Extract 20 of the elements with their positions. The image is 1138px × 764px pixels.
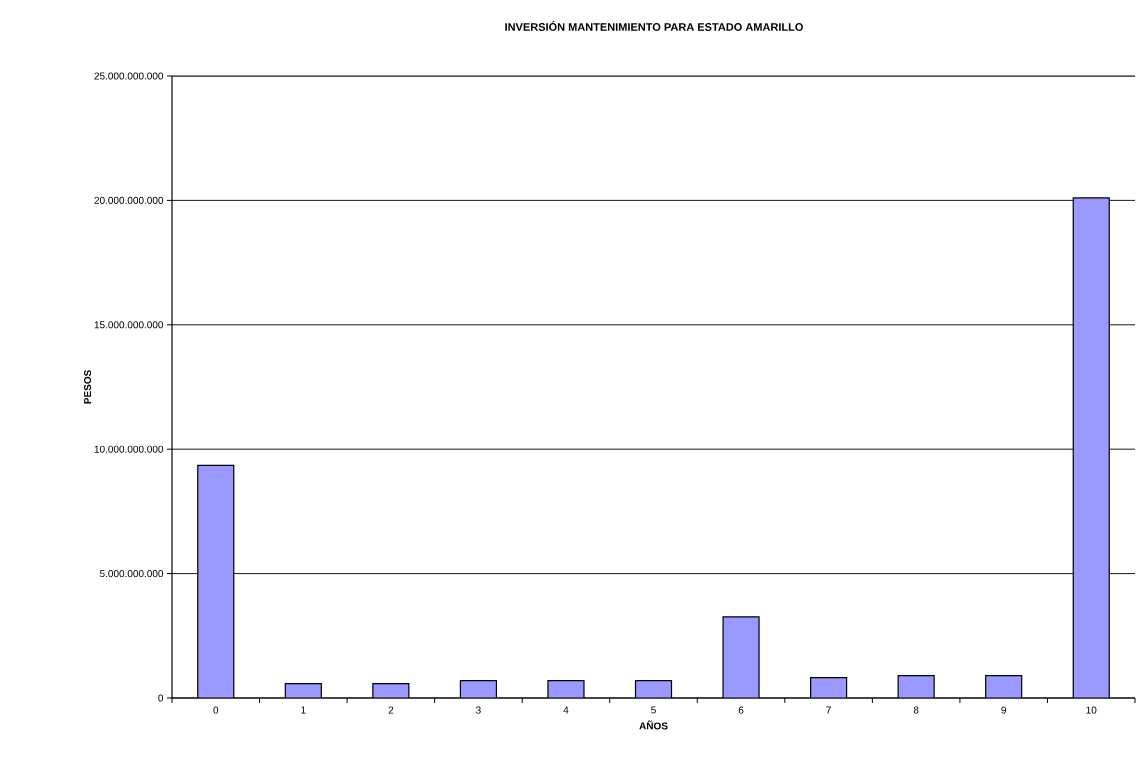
- x-tick-label: 9: [1001, 706, 1007, 714]
- x-tick-label: 7: [826, 706, 831, 714]
- y-tick-label: 5.000.000.000: [99, 570, 164, 578]
- x-tick-label: 2: [388, 706, 394, 714]
- chart-title: INVERSIÓN MANTENIMIENTO PARA ESTADO AMARILLO: [505, 21, 803, 31]
- x-axis-title: AÑOS: [639, 720, 668, 730]
- x-tick-label: 3: [476, 706, 481, 714]
- x-tick-label: 8: [913, 706, 919, 714]
- x-tick-label: 5: [651, 706, 656, 714]
- x-tick-label: 1: [301, 706, 306, 714]
- x-tick-label: 10: [1086, 706, 1097, 714]
- y-axis-title: PESOS: [84, 370, 92, 404]
- x-tick-label: 4: [563, 706, 569, 714]
- y-tick-label: 0: [158, 694, 164, 702]
- x-tick-label: 6: [738, 706, 744, 714]
- y-tick-label: 10.000.000.000: [94, 445, 164, 453]
- y-tick-label: 15.000.000.000: [94, 321, 164, 329]
- x-tick-label: 0: [213, 706, 219, 714]
- y-tick-label: 25.000.000.000: [94, 72, 164, 80]
- y-tick-label: 20.000.000.000: [94, 196, 164, 204]
